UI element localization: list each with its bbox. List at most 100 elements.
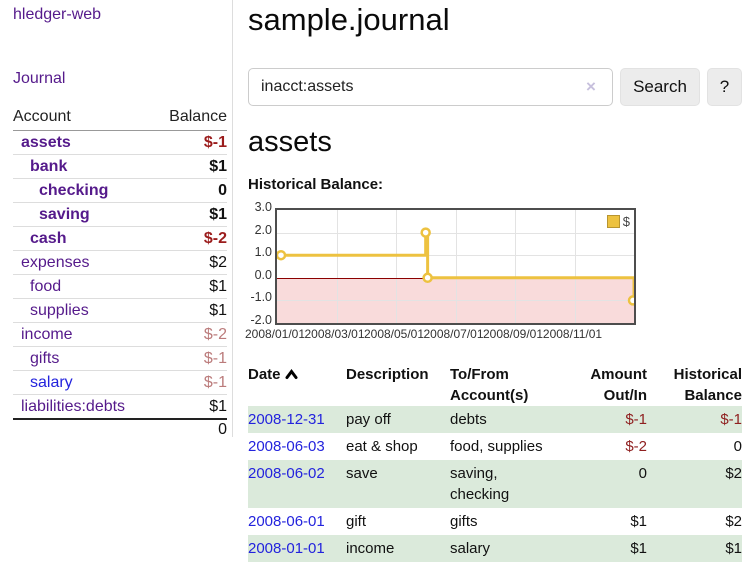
balance-step-line: [277, 227, 634, 306]
account-balance: $-2: [203, 325, 227, 343]
account-row: assets $-1: [13, 131, 227, 155]
account-heading: assets: [248, 126, 332, 158]
account-link[interactable]: assets: [21, 133, 71, 151]
account-balance: $1: [209, 301, 227, 319]
account-balance: $1: [209, 205, 227, 223]
account-row: expenses $2: [13, 251, 227, 275]
sidebar-item-journal[interactable]: Journal: [13, 70, 66, 87]
search-input[interactable]: [248, 68, 613, 106]
account-balance: $-1: [203, 133, 227, 151]
account-balance: $1: [209, 277, 227, 295]
account-balance: 0: [218, 181, 227, 199]
account-link[interactable]: food: [30, 277, 62, 295]
register-row: 2008-12-31 pay off debts $-1 $-1: [248, 406, 742, 433]
account-link[interactable]: checking: [39, 181, 109, 199]
account-balance: $1: [209, 157, 227, 175]
transaction-amount: $1: [630, 513, 647, 530]
account-row: gifts $-1: [13, 347, 227, 371]
register-header-amount: Amount Out/In: [590, 366, 647, 404]
account-link[interactable]: cash: [30, 229, 67, 247]
register-header-date[interactable]: Date: [248, 363, 346, 406]
register-header-row: Date Description To/From Account(s) Amoun…: [248, 363, 742, 406]
page-title: sample.journal: [248, 2, 450, 37]
accounts-total-value: 0: [218, 421, 227, 438]
transaction-amount: $1: [630, 540, 647, 557]
account-balance: $2: [209, 253, 227, 271]
account-row: cash $-2: [13, 227, 227, 251]
y-axis-tick-label: -1.0: [250, 290, 272, 305]
register-row: 2008-01-01 income salary $1 $1: [248, 535, 742, 562]
x-axis-tick-label: 2008/07/01: [423, 327, 484, 341]
register-row: 2008-06-03 eat & shop food, supplies $-2 0: [248, 433, 742, 460]
accounts-tree-header: Account Balance: [13, 108, 227, 131]
legend-label: $: [622, 214, 630, 229]
transaction-amount: 0: [638, 465, 647, 482]
transaction-description: pay off: [346, 411, 391, 428]
account-balance: $-1: [203, 349, 227, 367]
account-row: bank $1: [13, 155, 227, 179]
account-link[interactable]: income: [21, 325, 73, 343]
transaction-accounts: food, supplies: [450, 438, 543, 455]
register-header-accounts: To/From Account(s): [450, 366, 529, 404]
chart-title: Historical Balance:: [248, 176, 384, 193]
x-axis-tick-label: 2008/01/01: [244, 327, 306, 341]
search-bar: × Search ?: [248, 68, 742, 106]
transaction-date-link[interactable]: 2008-06-03: [248, 438, 325, 455]
y-axis-tick-label: -2.0: [250, 313, 272, 327]
app-title-link[interactable]: hledger-web: [13, 6, 102, 23]
accounts-tree: Account Balance assets $-1 bank $1 checking 0…: [13, 108, 227, 440]
transaction-accounts: gifts: [450, 513, 478, 530]
main-content: sample.journal × Search ? assets Histori…: [244, 0, 742, 582]
register-header-description: Description: [346, 366, 429, 383]
transaction-balance: $2: [725, 513, 742, 530]
y-axis-tick-label: 1.0: [254, 245, 272, 260]
transaction-balance: $-1: [720, 411, 742, 428]
account-link[interactable]: liabilities:debts: [21, 397, 126, 415]
sidebar: hledger-web Journal Account Balance asse…: [0, 0, 233, 440]
accounts-header-account: Account: [13, 108, 71, 125]
transaction-accounts: debts: [450, 411, 487, 428]
account-balance: $1: [209, 397, 227, 415]
account-link[interactable]: expenses: [21, 253, 90, 271]
account-row: salary $-1: [13, 371, 227, 395]
y-axis-tick-label: 2.0: [254, 222, 272, 237]
y-axis-tick-label: 0.0: [254, 267, 272, 282]
sort-asc-icon: [285, 369, 298, 379]
x-axis-tick-label: 2008/03/01: [304, 327, 365, 341]
account-balance: $-2: [203, 229, 227, 247]
transaction-description: save: [346, 465, 378, 482]
clear-search-icon[interactable]: ×: [586, 77, 596, 96]
transaction-balance: 0: [733, 438, 742, 455]
transaction-balance: $2: [725, 465, 742, 482]
account-link[interactable]: supplies: [30, 301, 89, 319]
transaction-date-link[interactable]: 2008-12-31: [248, 411, 325, 428]
accounts-header-balance: Balance: [169, 108, 227, 125]
register-table: Date Description To/From Account(s) Amoun…: [248, 363, 742, 562]
transaction-description: gift: [346, 513, 367, 530]
legend-swatch-icon: [606, 215, 620, 228]
transaction-accounts: salary: [450, 540, 491, 557]
account-row: checking 0: [13, 179, 227, 203]
account-row: liabilities:debts $1: [13, 395, 227, 419]
help-button[interactable]: ?: [707, 68, 742, 106]
account-link[interactable]: gifts: [30, 349, 60, 367]
accounts-total-row: 0: [13, 418, 227, 440]
register-row: 2008-06-01 gift gifts $1 $2: [248, 508, 742, 535]
account-row: food $1: [13, 275, 227, 299]
x-axis-tick-label: 2008/11/01: [542, 327, 603, 341]
search-button[interactable]: Search: [620, 68, 700, 106]
transaction-date-link[interactable]: 2008-06-01: [248, 513, 325, 530]
account-link[interactable]: salary: [30, 373, 73, 391]
account-link[interactable]: bank: [30, 157, 68, 175]
transaction-balance: $1: [725, 540, 742, 557]
register-header-balance: Historical Balance: [673, 366, 742, 404]
account-row: income $-2: [13, 323, 227, 347]
register-row: 2008-06-02 save saving, checking 0 $2: [248, 460, 742, 508]
account-balance: $-1: [203, 373, 227, 391]
x-axis-tick-label: 2008/09/01: [482, 327, 544, 341]
transaction-date-link[interactable]: 2008-01-01: [248, 540, 325, 557]
transaction-date-link[interactable]: 2008-06-02: [248, 465, 325, 482]
account-link[interactable]: saving: [39, 205, 90, 223]
account-row: saving $1: [13, 203, 227, 227]
x-axis-tick-label: 2008/05/01: [363, 327, 425, 341]
